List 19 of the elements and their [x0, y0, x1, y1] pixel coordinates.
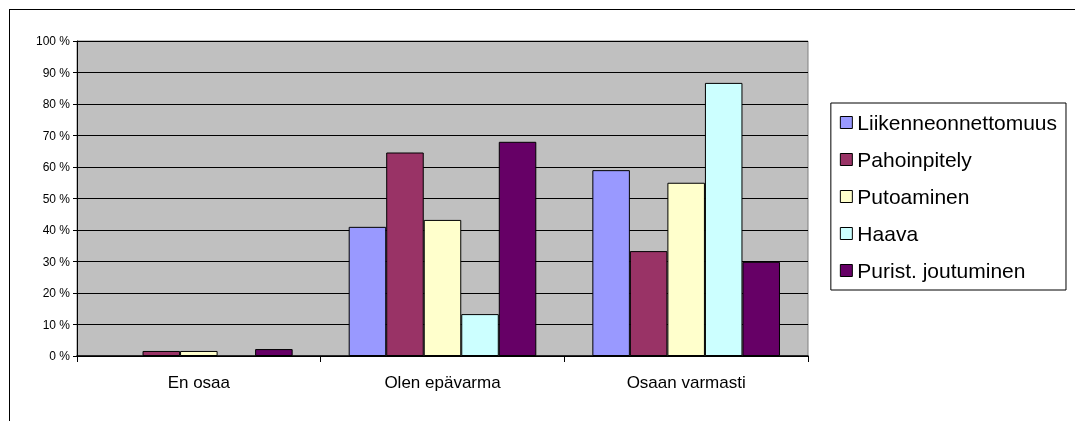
y-tick-label: 40 % [42, 223, 71, 237]
y-tick-label: 70 % [42, 128, 71, 143]
y-tick-label: 50 % [42, 191, 71, 206]
y-tick-label: 0 % [49, 349, 71, 363]
x-tick-label: En osaa [167, 373, 231, 392]
legend-label: Putoaminen [857, 185, 970, 208]
y-tick-label: 30 % [42, 254, 71, 269]
x-tick-label: Osaan varmasti [626, 373, 746, 392]
legend-label: Haava [857, 222, 919, 245]
legend-label: Purist. joutuminen [857, 259, 1026, 282]
y-tick-label: 100 % [35, 34, 71, 48]
y-tick-label: 10 % [42, 317, 71, 332]
y-tick-label: 60 % [42, 160, 71, 174]
legend-label: Pahoinpitely [857, 148, 973, 171]
y-tick-label: 20 % [42, 286, 71, 300]
x-tick-label: Olen epävarma [384, 373, 502, 392]
y-tick-label: 90 % [42, 65, 71, 80]
y-tick-label: 80 % [42, 97, 71, 111]
legend-label: Liikenneonnettomuus [857, 111, 1058, 134]
